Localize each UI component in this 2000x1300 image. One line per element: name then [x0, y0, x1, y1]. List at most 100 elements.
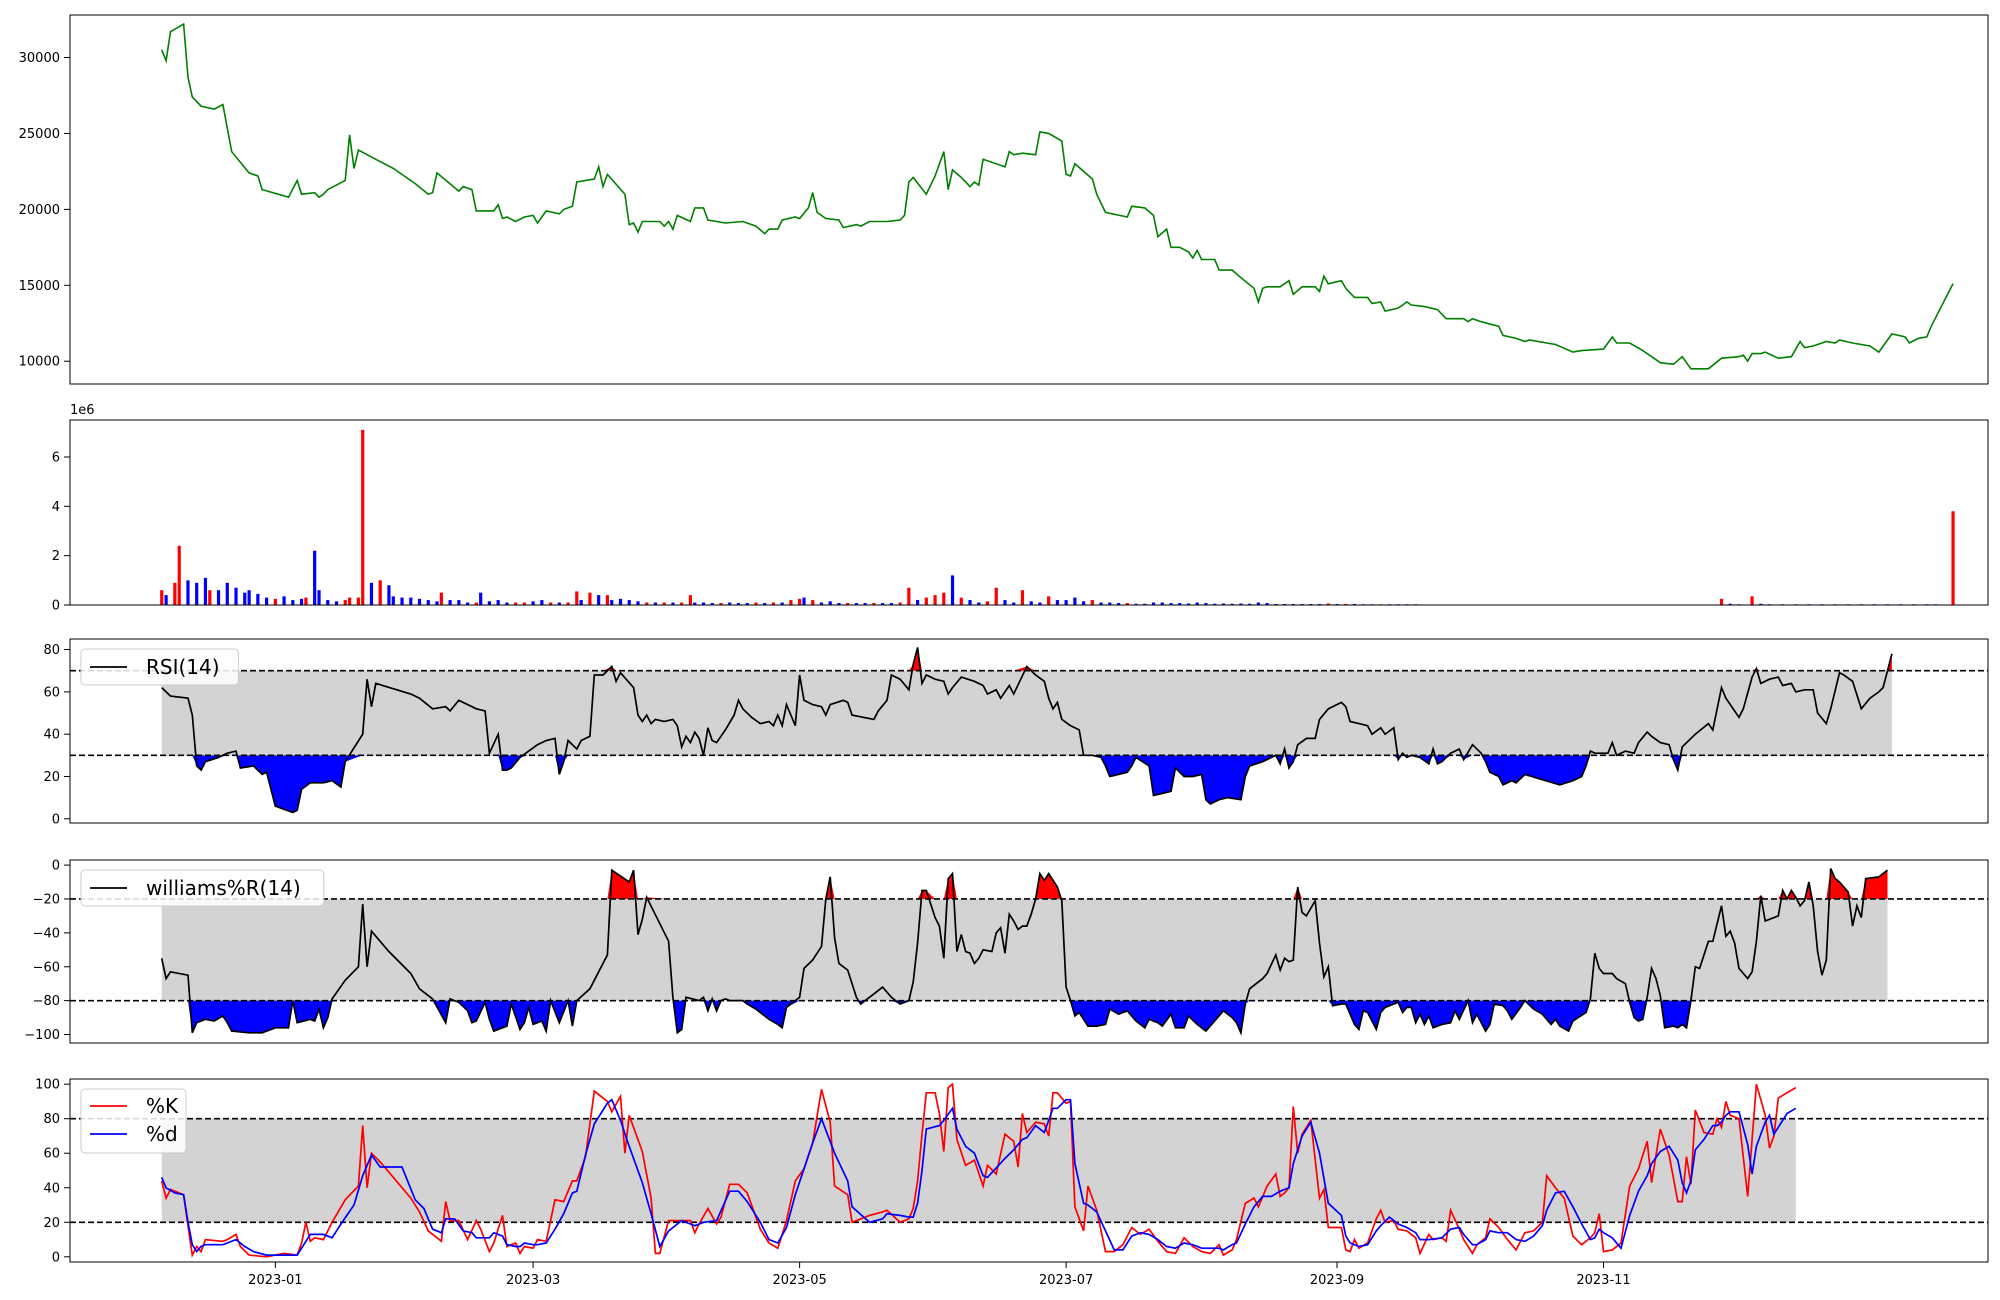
volume-panel-ytick-label: 4	[52, 500, 60, 515]
price-point	[842, 227, 844, 228]
volume-bar	[1090, 600, 1094, 605]
stoch-panel-frame	[69, 1078, 1989, 1263]
price-point	[1091, 178, 1093, 180]
price-point	[973, 181, 975, 183]
volume-bar	[522, 602, 526, 605]
price-point	[908, 181, 910, 183]
stoch-panel-legend-label: %K	[146, 1094, 179, 1118]
price-point	[327, 189, 329, 191]
volume-bar	[1186, 603, 1191, 605]
price-point	[1371, 303, 1373, 304]
price-line	[160, 22, 1954, 370]
volume-bar	[1151, 602, 1156, 605]
price-point	[912, 177, 914, 178]
rsi-panel-ytick-label: 60	[43, 685, 60, 700]
xtick-label: 2023-05	[772, 1273, 826, 1288]
price-point	[1314, 286, 1316, 288]
volume-bar	[780, 602, 784, 605]
volume-bar	[173, 582, 177, 605]
price-panel-ytick-label: 30000	[19, 51, 60, 66]
price-point	[248, 172, 250, 174]
volume-bar	[933, 595, 937, 605]
volume-bar	[688, 595, 693, 605]
price-point	[1878, 351, 1880, 353]
volume-bar	[548, 602, 553, 605]
price-point	[222, 104, 224, 105]
price-point	[1673, 363, 1674, 365]
volume-bar	[391, 596, 395, 605]
volume-bar	[1108, 602, 1112, 605]
price-point	[1410, 304, 1412, 306]
williams-panel-ytick-label: −40	[33, 926, 60, 941]
volume-bar	[579, 600, 583, 605]
price-point	[200, 105, 202, 107]
volume-bar	[636, 601, 640, 605]
price-point	[1406, 301, 1408, 303]
volume-bar	[710, 603, 714, 605]
volume-bar	[693, 602, 697, 605]
volume-bar	[496, 600, 500, 605]
price-point	[1039, 131, 1041, 133]
price-point	[593, 178, 595, 180]
volume-bar	[247, 590, 251, 605]
price-point	[1659, 362, 1661, 364]
price-point	[1105, 212, 1106, 213]
rsi-panel-legend-box	[80, 648, 239, 686]
price-point	[1340, 280, 1342, 282]
rsi-panel-ytick-label: 80	[43, 643, 60, 658]
price-point	[1839, 339, 1840, 341]
price-point	[1179, 246, 1181, 248]
price-point	[576, 181, 578, 183]
volume-bar	[588, 592, 592, 605]
volume-bar	[680, 602, 684, 605]
volume-bar	[798, 598, 802, 605]
price-point	[523, 216, 525, 218]
stoch-panel-ytick-label: 100	[35, 1078, 60, 1093]
price-point	[563, 208, 565, 210]
volume-bar	[465, 602, 470, 605]
price-point	[170, 31, 171, 33]
price-point	[1616, 342, 1618, 344]
price-point	[257, 175, 259, 177]
price-point	[690, 221, 691, 222]
price-point	[1367, 297, 1368, 298]
price-point	[978, 184, 980, 186]
volume-bar	[531, 601, 535, 605]
volume-bar	[474, 602, 478, 605]
volume-bar	[195, 582, 199, 605]
price-point	[633, 222, 635, 224]
volume-bar	[234, 587, 238, 605]
price-point	[724, 222, 726, 224]
volume-bar	[1213, 603, 1217, 605]
volume-bar	[160, 590, 164, 605]
price-point	[1524, 341, 1526, 342]
volume-bar	[164, 595, 168, 605]
price-point	[952, 169, 953, 171]
volume-bar	[662, 602, 666, 605]
volume-bar	[387, 585, 391, 605]
price-point	[1157, 236, 1159, 238]
volume-bar	[605, 595, 609, 605]
price-point	[1445, 318, 1447, 320]
volume-bar	[1047, 596, 1051, 605]
volume-bar	[1204, 603, 1208, 605]
price-point	[1292, 294, 1294, 295]
price-point	[1930, 325, 1932, 327]
price-point	[694, 207, 696, 209]
volume-bar	[645, 602, 649, 605]
volume-bar	[1160, 602, 1164, 605]
stoch-panel-ytick-label: 20	[43, 1216, 60, 1231]
price-point	[777, 228, 779, 230]
price-point	[1048, 133, 1050, 134]
price-panel	[160, 22, 1954, 370]
volume-bar	[968, 600, 972, 605]
williams-panel-oversold-fill	[161, 1000, 1888, 1033]
volume-bar	[186, 580, 190, 605]
price-point	[1144, 207, 1146, 209]
price-point	[1852, 342, 1853, 344]
price-point	[1288, 280, 1290, 282]
rsi-panel	[70, 647, 1988, 814]
volume-bar	[863, 603, 867, 605]
price-point	[471, 189, 473, 191]
